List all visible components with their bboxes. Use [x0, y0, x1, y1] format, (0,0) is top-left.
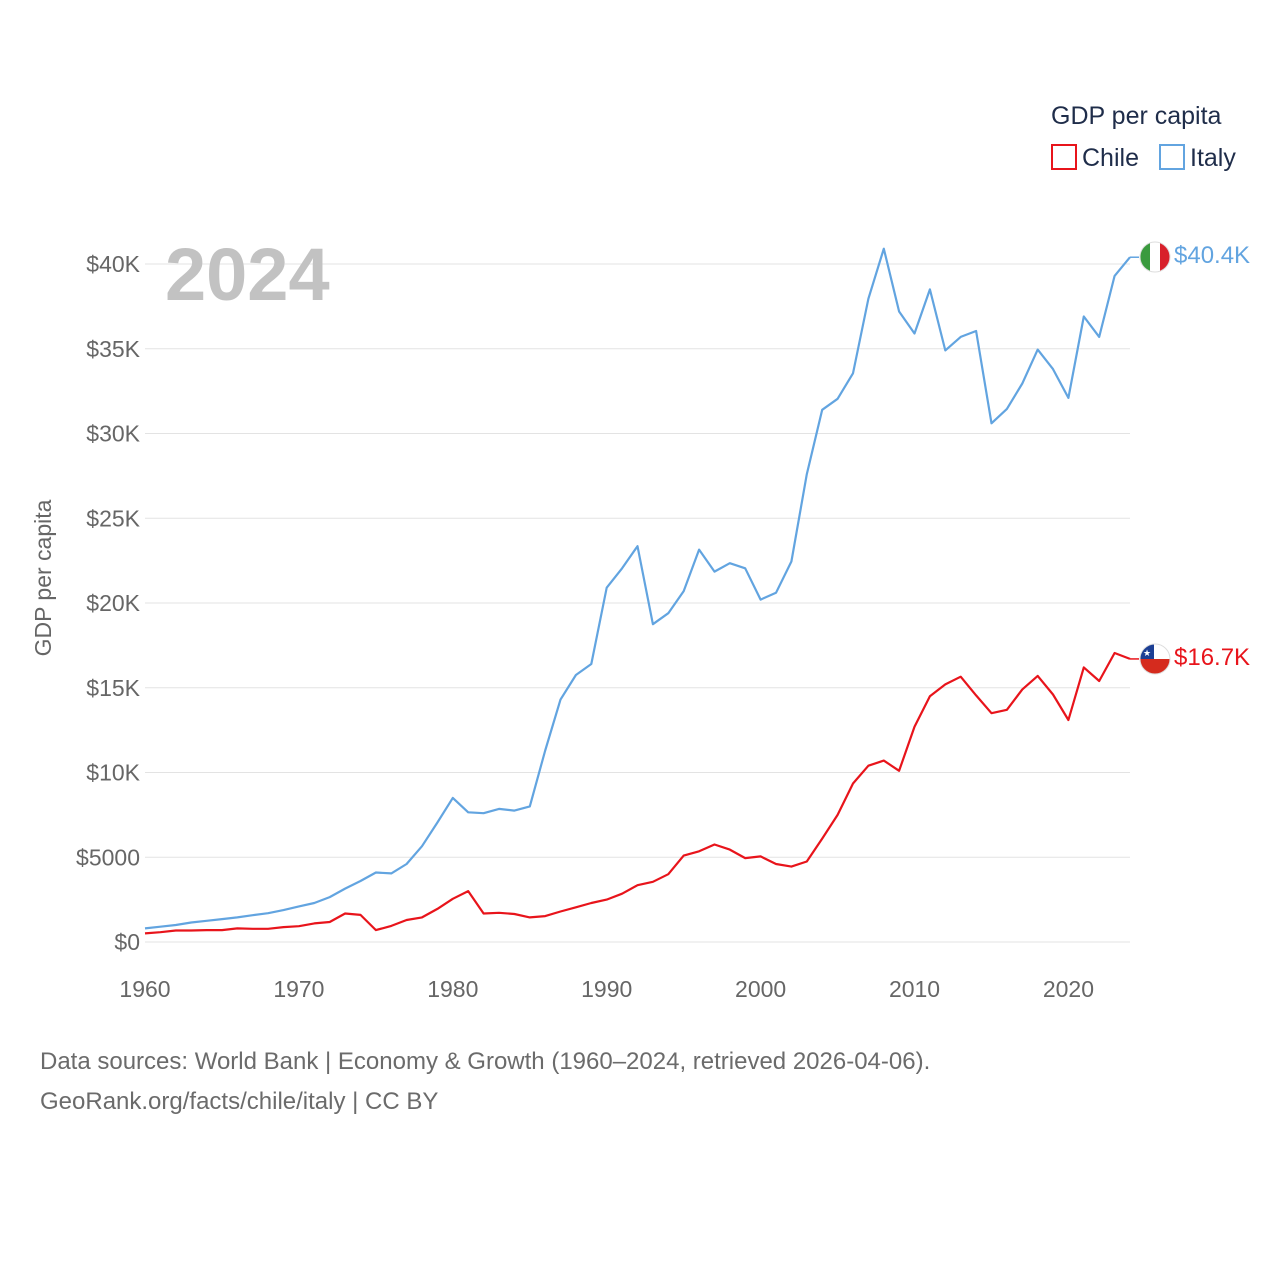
svg-text:★: ★: [1143, 649, 1151, 659]
y-tick-label: $40K: [86, 251, 140, 277]
data-sources-text: Data sources: World Bank | Economy & Gro…: [40, 1048, 931, 1075]
y-axis-ticks: $0 $5000 $10K $15K $20K $25K $30K $35K $40K: [76, 251, 141, 955]
y-tick-label: $35K: [86, 336, 140, 362]
source-note: Data sources: World Bank | Economy & Gro…: [40, 1042, 930, 1122]
y-tick-label: $30K: [86, 421, 140, 447]
legend-label-chile: Chile: [1082, 144, 1139, 172]
x-axis-ticks: 1960 1970 1980 1990 2000 2010 2020: [119, 976, 1094, 1002]
series-lines: [144, 247, 1139, 935]
x-tick-label: 2020: [1043, 976, 1094, 1002]
y-tick-label: $10K: [86, 760, 140, 786]
legend-item-chile[interactable]: Chile: [1051, 144, 1139, 172]
x-tick-label: 1960: [119, 976, 170, 1002]
x-tick-label: 1990: [581, 976, 632, 1002]
legend-label-italy: Italy: [1190, 144, 1236, 172]
series-line-chile: [144, 651, 1131, 935]
chile-flag-icon: ★: [1140, 644, 1170, 674]
y-axis-label: GDP per capita: [30, 499, 56, 656]
chile-end-value: $16.7K: [1174, 644, 1250, 671]
series-line-italy: [144, 247, 1131, 930]
credit-text: GeoRank.org/facts/chile/italy | CC BY: [40, 1088, 439, 1115]
legend-title: GDP per capita: [1051, 102, 1222, 130]
y-tick-label: $20K: [86, 590, 140, 616]
legend-swatch-italy: [1159, 144, 1185, 170]
italy-end-marker: $40.4K: [1139, 241, 1250, 273]
y-tick-label: $25K: [86, 505, 140, 531]
current-year-label: 2024: [165, 233, 330, 316]
legend-item-italy[interactable]: Italy: [1159, 144, 1236, 172]
x-tick-label: 2010: [889, 976, 940, 1002]
y-tick-label: $5000: [76, 844, 140, 870]
x-tick-label: 1970: [273, 976, 324, 1002]
x-tick-label: 2000: [735, 976, 786, 1002]
y-tick-label: $15K: [86, 675, 140, 701]
chile-end-marker: ★ $16.7K: [1139, 643, 1250, 675]
italy-flag-icon: [1140, 242, 1170, 272]
italy-end-value: $40.4K: [1174, 242, 1250, 269]
legend: GDP per capita Chile Italy: [1051, 102, 1236, 172]
y-tick-label: $0: [114, 929, 140, 955]
x-tick-label: 1980: [427, 976, 478, 1002]
legend-swatch-chile: [1051, 144, 1077, 170]
gridlines: [145, 263, 1130, 943]
